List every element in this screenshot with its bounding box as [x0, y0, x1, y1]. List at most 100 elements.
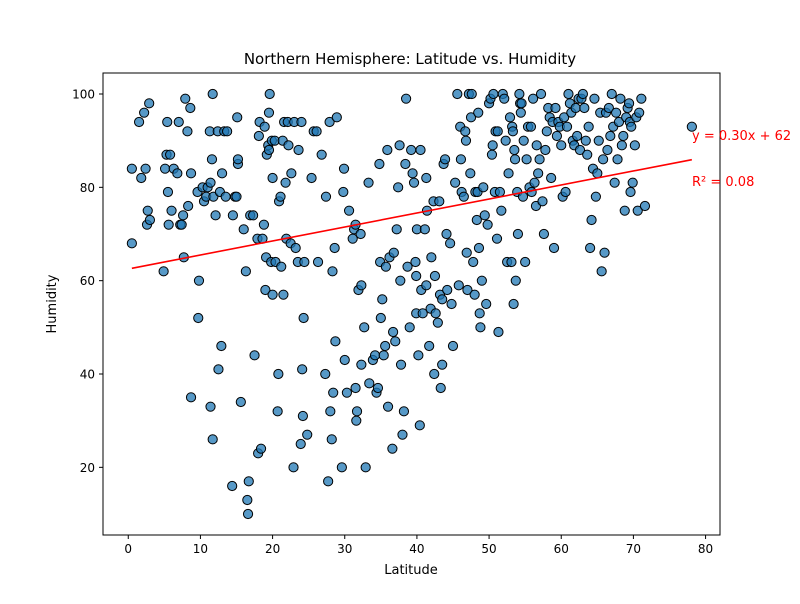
data-point: [286, 168, 297, 179]
data-point: [634, 107, 645, 118]
data-point: [267, 289, 278, 300]
data-point: [387, 443, 398, 454]
data-point: [398, 406, 410, 417]
data-point: [625, 186, 636, 198]
regression-line-layer: [131, 158, 693, 270]
data-point: [126, 238, 137, 249]
data-point: [359, 322, 370, 333]
data-point: [299, 256, 310, 268]
data-point: [363, 177, 374, 188]
data-point: [372, 382, 384, 394]
data-point: [388, 247, 399, 258]
data-point: [159, 163, 171, 174]
data-point: [227, 480, 238, 492]
data-point: [437, 359, 448, 370]
data-point: [320, 368, 331, 380]
r-squared-annotation: R² = 0.08: [692, 175, 754, 190]
chart-title: Northern Hemisphere: Latitude vs. Humidi…: [244, 50, 576, 68]
data-point: [207, 434, 218, 445]
data-point: [551, 130, 563, 142]
data-point: [311, 126, 322, 137]
y-tick-label: 20: [80, 461, 95, 475]
data-point: [260, 284, 271, 296]
data-point: [592, 168, 603, 179]
data-point: [341, 387, 353, 398]
data-point: [338, 186, 349, 198]
data-point: [388, 326, 399, 338]
data-point: [312, 256, 324, 268]
data-point: [473, 242, 485, 254]
data-point: [504, 112, 516, 123]
data-point: [479, 210, 490, 221]
data-point: [272, 406, 283, 417]
data-point: [142, 205, 153, 216]
data-point: [222, 126, 233, 137]
data-point: [447, 340, 459, 352]
data-point: [491, 233, 503, 244]
x-tick-label: 70: [626, 542, 641, 556]
data-point: [290, 242, 301, 254]
data-point: [481, 298, 492, 310]
data-point: [331, 112, 342, 123]
data-point: [173, 116, 184, 128]
data-point: [563, 88, 574, 100]
data-point: [133, 116, 145, 128]
data-point: [382, 401, 394, 412]
data-point: [556, 140, 567, 151]
data-point: [508, 298, 519, 310]
data-point: [395, 275, 406, 286]
data-point: [462, 284, 473, 296]
data-point: [328, 387, 339, 398]
data-point: [471, 214, 482, 226]
data-point: [429, 368, 440, 380]
data-point: [232, 154, 244, 165]
data-point: [529, 177, 540, 188]
data-point: [182, 126, 193, 137]
data-point: [533, 168, 544, 179]
regression-line: [131, 158, 693, 270]
data-point: [180, 93, 191, 104]
data-point: [193, 275, 205, 286]
data-point: [421, 172, 432, 184]
x-axis-label: Latitude: [384, 563, 438, 578]
data-point: [434, 196, 445, 207]
data-point: [629, 140, 640, 151]
data-point: [589, 93, 600, 104]
data-point: [618, 130, 629, 142]
data-point: [144, 98, 155, 109]
data-point: [183, 200, 194, 212]
data-point: [580, 135, 591, 146]
data-point: [380, 261, 391, 272]
data-point: [520, 256, 531, 268]
data-point: [493, 326, 504, 338]
data-point: [297, 410, 308, 422]
data-point: [577, 88, 588, 100]
data-point: [559, 112, 570, 123]
data-point: [248, 210, 259, 221]
data-point: [468, 256, 479, 268]
data-point: [297, 364, 308, 375]
data-point: [626, 121, 637, 132]
data-point: [329, 242, 340, 254]
data-point: [258, 219, 270, 230]
data-point: [475, 322, 486, 333]
data-point: [402, 261, 413, 272]
data-point: [627, 177, 638, 188]
data-point: [242, 508, 254, 520]
data-point: [496, 205, 507, 216]
data-point: [163, 219, 174, 230]
data-point: [213, 364, 224, 375]
data-point: [537, 196, 548, 207]
data-point: [474, 308, 485, 319]
data-point: [465, 168, 476, 179]
x-tick-label: 10: [193, 542, 208, 556]
data-point: [350, 382, 361, 394]
data-point: [561, 121, 573, 132]
data-point: [278, 289, 289, 300]
data-point: [273, 368, 284, 380]
data-point: [466, 88, 477, 100]
data-point: [216, 168, 228, 179]
x-tick-label: 40: [409, 542, 424, 556]
regression-equation-annotation: y = 0.30x + 62: [692, 129, 791, 144]
